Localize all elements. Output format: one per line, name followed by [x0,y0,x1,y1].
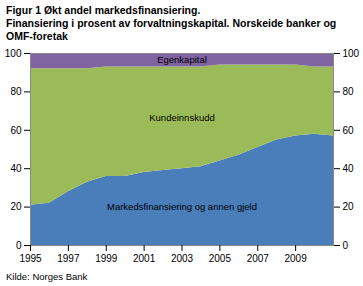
svg-text:60: 60 [343,125,355,136]
svg-text:Egenkapital: Egenkapital [157,54,207,65]
html-text:Figur 1 Økt andel markedsfinan: Figur 1 Økt andel markedsfinansiering. [6,4,201,16]
svg-text:80: 80 [10,86,22,97]
svg-text:100: 100 [343,48,360,59]
svg-text:60: 60 [10,125,22,136]
html-text:Kilde: Norges Bank: Kilde: Norges Bank [6,271,88,282]
svg-text:20: 20 [10,201,22,212]
svg-text:2003: 2003 [171,253,194,264]
svg-text:1995: 1995 [19,253,42,264]
svg-text:Markedsfinansiering og annen g: Markedsfinansiering og annen gjeld [107,201,257,212]
svg-text:1997: 1997 [57,253,80,264]
svg-text:0: 0 [16,240,22,251]
svg-text:2001: 2001 [133,253,156,264]
html-text:Finansiering i prosent av forv: Finansiering i prosent av forvaltningska… [6,17,337,42]
svg-text:1999: 1999 [95,253,118,264]
svg-text:40: 40 [10,163,22,174]
svg-text:80: 80 [343,86,355,97]
svg-text:100: 100 [5,48,22,59]
svg-text:40: 40 [343,163,355,174]
svg-text:Kundeinnskudd: Kundeinnskudd [149,112,215,123]
svg-text:20: 20 [343,201,355,212]
svg-text:2005: 2005 [209,253,232,264]
svg-text:2009: 2009 [285,253,308,264]
svg-text:0: 0 [343,240,349,251]
svg-text:2007: 2007 [247,253,270,264]
